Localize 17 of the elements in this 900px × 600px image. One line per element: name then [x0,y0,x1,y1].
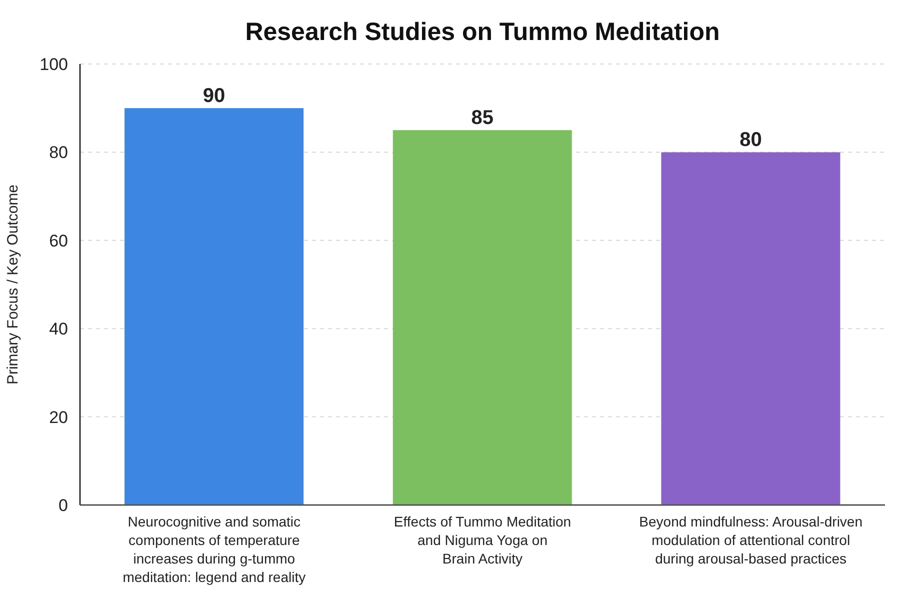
y-tick-label: 60 [49,231,68,250]
x-tick-label: Neurocognitive and somatic components of temperature increases during g-tummo meditation: legend and reality [122,513,306,586]
chart-title: Research Studies on Tummo Meditation [244,17,721,48]
data-label: 90 [202,85,226,108]
bar [661,152,840,505]
y-tick-label: 40 [49,320,68,339]
y-tick-label: 100 [40,55,68,74]
y-tick-label: 0 [58,496,68,516]
data-label: 85 [471,107,494,130]
y-axis-title: Primary Focus / Key Outcome [4,184,22,385]
x-tick-label: Beyond mindfulness: Arousal-driven modulation of attentional control during arousal-based practices [639,513,863,567]
data-label: 80 [740,129,762,152]
y-tick-label: 20 [49,408,68,427]
bar [124,108,304,505]
x-tick-label: Effects of Tummo Meditation and Niguma Yoga on Brain Activity [394,513,572,567]
bar [392,130,572,505]
y-tick-label: 80 [49,143,68,162]
